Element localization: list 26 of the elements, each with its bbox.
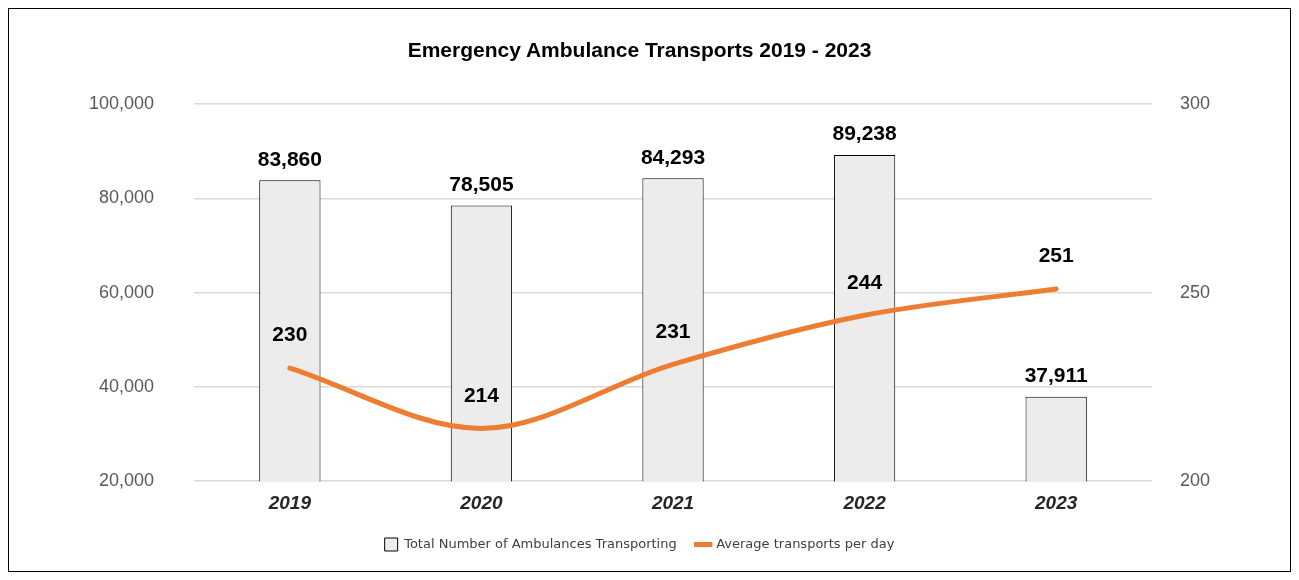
chart-title: Emergency Ambulance Transports 2019 - 2023	[407, 38, 872, 62]
data-label: 89,238	[832, 121, 898, 145]
y2-tick-label: 250	[1179, 281, 1211, 302]
y-tick-label: 20,000	[99, 470, 155, 491]
x-tick-label: 2020	[459, 491, 503, 513]
y-tick-label: 60,000	[99, 281, 155, 302]
data-label: 84,293	[640, 144, 706, 168]
data-label: 78,505	[449, 171, 514, 195]
data-label: 231	[655, 318, 691, 342]
y-tick-label: 100,000	[88, 93, 155, 114]
legend-label: Total Number of Ambulances Transporting	[403, 535, 677, 551]
y2-tick-label: 300	[1179, 93, 1211, 114]
x-tick-label: 2022	[842, 491, 887, 513]
x-tick-label: 2021	[650, 491, 695, 513]
y2-tick-label: 200	[1179, 470, 1211, 491]
data-label: 230	[272, 322, 308, 346]
data-label: 83,860	[257, 146, 322, 170]
data-label: 251	[1038, 243, 1075, 267]
y-tick-label: 80,000	[99, 187, 155, 208]
data-label: 244	[847, 269, 883, 293]
x-tick-label: 2023	[1034, 491, 1078, 513]
data-label: 37,911	[1024, 363, 1089, 387]
data-label: 214	[463, 382, 500, 406]
y-tick-label: 40,000	[99, 375, 155, 396]
legend-label: Average transports per day	[716, 535, 895, 551]
x-tick-label: 2019	[267, 491, 312, 513]
